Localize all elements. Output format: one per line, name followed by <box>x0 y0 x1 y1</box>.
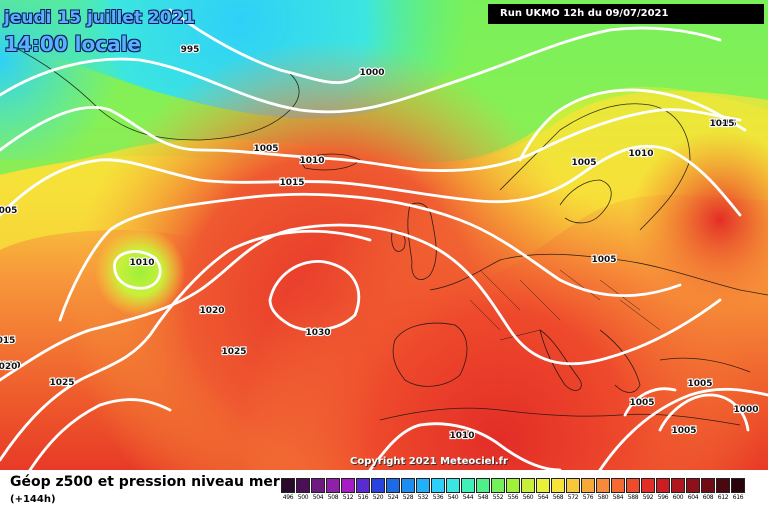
legend-value-label: 536 <box>432 494 444 501</box>
legend-value-label: 564 <box>537 494 549 501</box>
legend-swatch <box>701 478 715 493</box>
isobar-label: 015 <box>0 336 15 346</box>
isobar-label: 1005 <box>591 255 616 265</box>
legend-swatch <box>641 478 655 493</box>
legend-value-label: 532 <box>417 494 429 501</box>
legend-value-label: 592 <box>642 494 654 501</box>
isobar-label: 1010 <box>299 156 324 166</box>
legend-swatch <box>731 478 745 493</box>
isobars <box>0 8 768 470</box>
legend-swatch <box>446 478 460 493</box>
legend-value-label: 524 <box>387 494 399 501</box>
legend-value-label: 616 <box>732 494 744 501</box>
isobar-label: 1005 <box>253 144 278 154</box>
legend-value-label: 528 <box>402 494 414 501</box>
legend-value-label: 504 <box>312 494 324 501</box>
isobar-labels: 995 1000 1005 1010 1015 1005 1010 1010 1015 1005 1… <box>0 44 760 442</box>
legend-value-label: 584 <box>612 494 624 501</box>
legend-value-label: 588 <box>627 494 639 501</box>
legend-value-label: 516 <box>357 494 369 501</box>
isobar-label: 1030 <box>305 328 330 338</box>
isobar-label: 1020 <box>0 361 21 371</box>
legend-value-label: 572 <box>567 494 579 501</box>
isobar-label: 020 <box>0 362 17 372</box>
legend-value-label: 576 <box>582 494 594 501</box>
legend-swatch <box>566 478 580 493</box>
isobar-label: 1020 <box>199 306 224 316</box>
legend-value-label: 560 <box>522 494 534 501</box>
isobar-label: 1025 <box>221 347 246 357</box>
legend-swatch <box>596 478 610 493</box>
legend-value-label: 612 <box>717 494 729 501</box>
legend-swatch <box>341 478 355 493</box>
legend-value-label: 608 <box>702 494 714 501</box>
legend-swatch <box>521 478 535 493</box>
geopotential-map: 995 1000 1005 1010 1015 1005 1010 1010 1015 1005 1… <box>0 0 768 470</box>
legend-value-label: 544 <box>462 494 474 501</box>
legend-value-label: 548 <box>477 494 489 501</box>
legend-value-label: 500 <box>297 494 309 501</box>
isobar-label: 1025 <box>49 378 74 388</box>
legend-swatch <box>671 478 685 493</box>
legend-swatch <box>281 478 295 493</box>
legend-swatch <box>491 478 505 493</box>
isobar-label: 1005 <box>571 158 596 168</box>
isobar-label: 1015 <box>279 178 304 188</box>
legend-swatch <box>506 478 520 493</box>
copyright-notice: Copyright 2021 Meteociel.fr <box>350 456 508 467</box>
legend-swatch <box>401 478 415 493</box>
legend-swatch <box>611 478 625 493</box>
legend-value-label: 508 <box>327 494 339 501</box>
map-title: Géop z500 et pression niveau mer <box>10 474 280 490</box>
legend-value-label: 512 <box>342 494 354 501</box>
isobar-label: 1005 <box>687 379 712 389</box>
legend-swatch <box>476 478 490 493</box>
legend-swatch <box>416 478 430 493</box>
legend-swatch <box>536 478 550 493</box>
isobar-label: 1010 <box>449 431 474 441</box>
model-run-info: Run UKMO 12h du 09/07/2021 <box>488 4 764 24</box>
legend-swatch <box>686 478 700 493</box>
forecast-date: jeudi 15 juillet 2021 <box>4 8 196 28</box>
legend-value-label: 596 <box>657 494 669 501</box>
legend-swatch <box>656 478 670 493</box>
legend-swatch <box>626 478 640 493</box>
legend-value-label: 552 <box>492 494 504 501</box>
legend-swatch <box>581 478 595 493</box>
legend-value-label: 556 <box>507 494 519 501</box>
isobar-label: 005 <box>0 206 17 216</box>
legend-swatch <box>296 478 310 493</box>
legend-value-label: 604 <box>687 494 699 501</box>
legend-value-label: 580 <box>597 494 609 501</box>
legend-swatch <box>551 478 565 493</box>
isobar-label: 995 <box>181 45 200 55</box>
legend-swatch <box>461 478 475 493</box>
legend-swatch <box>431 478 445 493</box>
isobar-label: 1000 <box>733 405 758 415</box>
isobar-label: 1015 <box>709 119 734 129</box>
isobar-label: 1015 <box>711 119 736 129</box>
legend-swatch <box>326 478 340 493</box>
legend-value-label: 520 <box>372 494 384 501</box>
legend-swatch <box>371 478 385 493</box>
isobar-label: 1000 <box>359 68 384 78</box>
isobar-label: 1005 <box>671 426 696 436</box>
legend-value-label: 496 <box>282 494 294 501</box>
forecast-time: 14:00 locale <box>4 32 141 56</box>
isobar-label: 1010 <box>129 258 154 268</box>
legend-swatch <box>386 478 400 493</box>
legend-value-label: 568 <box>552 494 564 501</box>
legend-value-label: 600 <box>672 494 684 501</box>
isobar-label: 1010 <box>628 149 653 159</box>
isobar-label: 1005 <box>629 398 654 408</box>
legend-value-label: 540 <box>447 494 459 501</box>
legend-swatch <box>716 478 730 493</box>
forecast-lead-time: (+144h) <box>10 494 56 505</box>
legend-swatch <box>311 478 325 493</box>
color-scale-legend: 496 500 504 508 512 516 520 524 528 532 536 540 544 5… <box>281 478 745 508</box>
legend-swatch <box>356 478 370 493</box>
